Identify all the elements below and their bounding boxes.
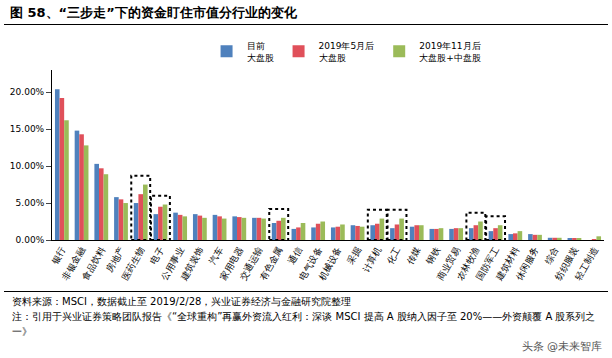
html-text:头条 @未来智库: 头条 @未来智库 (521, 340, 602, 353)
svg-text:交通运输: 交通运输 (238, 246, 265, 282)
svg-text:2019年11月后大盘股+中盘股: 2019年11月后大盘股+中盘股 (419, 41, 481, 63)
svg-text:15.00%: 15.00% (10, 124, 45, 134)
svg-text:综合: 综合 (543, 246, 561, 267)
svg-text:10.00%: 10.00% (10, 161, 45, 171)
svg-text:电子: 电子 (148, 246, 166, 267)
svg-text:房地产: 房地产 (104, 246, 126, 274)
svg-text:机械设备: 机械设备 (317, 246, 344, 282)
html-text:资料来源：MSCI，数据截止至 2019/2/28，兴业证券: 资料来源：MSCI，数据截止至 2019/2/28，兴业证券经济与金融研究院整理 (12, 296, 352, 307)
svg-text:钢铁: 钢铁 (424, 246, 442, 267)
svg-text:目前大盘股: 目前大盘股 (247, 41, 274, 63)
svg-text:食品饮料: 食品饮料 (80, 246, 107, 282)
html-text:注：引用于兴业证券策略团队报告《“全球重构”再赢外资流入红利: 注：引用于兴业证券策略团队报告《“全球重构”再赢外资流入红利：深谈 MSCI 提… (12, 311, 596, 337)
html-text:图 58、“三步走”下的资金盯住市值分行业的变化: 图 58、“三步走”下的资金盯住市值分行业的变化 (10, 5, 297, 20)
svg-text:计算机: 计算机 (361, 246, 383, 274)
svg-text:轻工制造: 轻工制造 (573, 246, 600, 282)
svg-text:建筑装饰: 建筑装饰 (178, 246, 205, 283)
svg-text:电气设备: 电气设备 (297, 246, 324, 282)
svg-text:通信: 通信 (286, 246, 304, 267)
svg-text:农林牧渔: 农林牧渔 (455, 246, 482, 282)
svg-text:国防军工: 国防军工 (475, 246, 502, 282)
svg-text:5.00%: 5.00% (16, 198, 45, 208)
svg-text:公用事业: 公用事业 (159, 246, 186, 282)
svg-text:传媒: 传媒 (405, 246, 423, 267)
svg-text:2019年5月后大盘股: 2019年5月后大盘股 (319, 41, 375, 63)
svg-text:休闲服务: 休闲服务 (514, 246, 541, 282)
svg-text:化工: 化工 (385, 246, 403, 267)
svg-text:采掘: 采掘 (346, 246, 364, 267)
svg-text:20.00%: 20.00% (10, 87, 45, 97)
svg-text:银行: 银行 (49, 246, 67, 267)
svg-text:纺织服装: 纺织服装 (553, 246, 580, 282)
svg-text:医药生物: 医药生物 (120, 246, 147, 282)
svg-text:建筑材料: 建筑材料 (494, 246, 521, 283)
svg-text:汽车: 汽车 (208, 246, 226, 267)
svg-text:0.00%: 0.00% (16, 235, 45, 245)
svg-text:非银金融: 非银金融 (61, 246, 88, 282)
svg-text:家用电器: 家用电器 (218, 246, 245, 282)
svg-text:商业贸易: 商业贸易 (435, 246, 462, 282)
svg-text:有色金属: 有色金属 (258, 246, 285, 282)
